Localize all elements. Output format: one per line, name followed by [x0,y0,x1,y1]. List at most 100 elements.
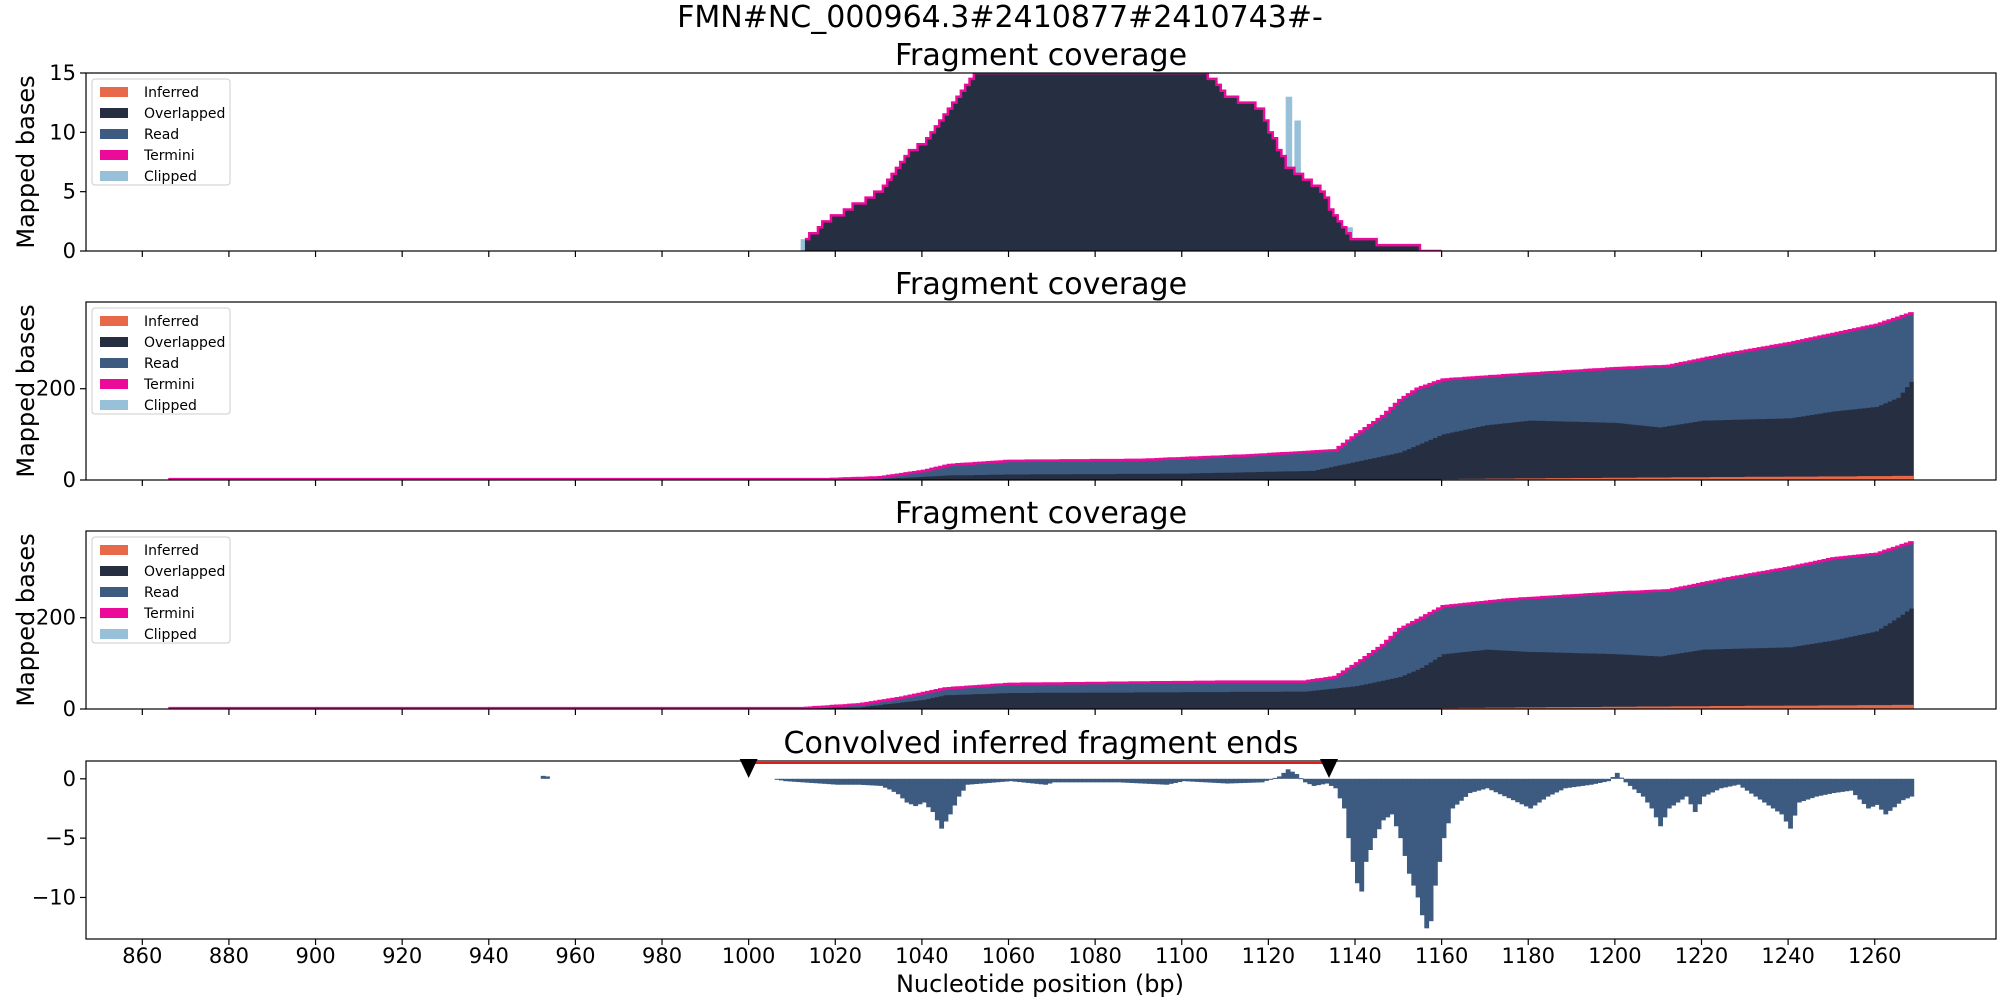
profile-bar [1783,778,1789,822]
legend-label: Overlapped [144,106,225,122]
profile-bar [1619,777,1625,779]
profile-bar [1155,778,1161,785]
profile-bar [1255,778,1261,783]
profile-bar [939,778,945,829]
profile-bar [887,778,893,790]
profile-bar [1779,778,1785,815]
chart-panel-3: Fragment coverage Inferred Overlapped Read T… [12,496,1997,721]
profile-bar [1606,778,1612,782]
profile-bar [1571,778,1577,788]
profile-bar [1112,778,1118,783]
profile-bar [947,778,953,815]
x-axis: 860 880 900 920 940 960 980 1000 1020 1040 1060 108… [122,944,1901,968]
plot-area [168,312,1914,480]
profile-bar [791,778,797,782]
profile-bar [852,778,858,785]
profile-bar [1558,778,1564,791]
profile-bar [1796,778,1802,803]
profile-bar [813,778,819,784]
profile-bar [1103,778,1109,783]
legend-swatch [100,545,128,555]
profile-bar [1827,778,1832,794]
legend-label: Inferred [144,543,199,559]
profile-bar [1766,778,1772,806]
profile-bar [800,778,806,783]
profile-bar [1307,778,1313,785]
profile-bar [1502,778,1508,797]
profile-bar [1458,778,1464,801]
x-tick-label: 1140 [1328,944,1381,968]
legend-label: Inferred [144,314,199,330]
x-tick-label: 1040 [895,944,948,968]
y-axis-label: Mapped bases [12,75,40,248]
profile-bar [1411,778,1417,886]
profile-bar [1645,778,1651,803]
profile-bar [1303,778,1308,783]
profile-bar [1723,778,1728,788]
x-tick-label: 1100 [1155,944,1208,968]
profile-bar [1329,778,1334,786]
profile-bar [978,778,984,784]
profile-bar [1805,778,1811,800]
profile-bar [1285,769,1291,779]
profile-bar [1017,778,1023,783]
profile-bar [1350,778,1356,862]
profile-bar [1034,778,1040,784]
profile-bar [1909,778,1915,797]
profile-bar [956,778,962,797]
profile-bar [1454,778,1460,805]
profile-bar [1311,778,1317,786]
legend-label: Clipped [144,398,197,414]
profile-bar [1432,778,1438,886]
profile-bar [1627,778,1633,786]
legend-swatch [100,171,128,181]
profile-bar [1770,778,1776,809]
legend-swatch [100,379,128,389]
y-axis-label: Mapped bases [12,304,40,477]
profile-bar [1043,778,1048,785]
series-overlapped [804,73,1442,251]
profile-bar [1532,778,1538,806]
profile-bar [1792,778,1798,816]
profile-bar [1536,778,1542,803]
profile-bar [1004,778,1010,782]
profile-bar [787,778,793,782]
profile-bar [1025,778,1031,783]
x-tick-label: 1220 [1675,944,1728,968]
profile-bar [960,778,966,791]
y-tick-label: 15 [49,61,76,85]
profile-bar [826,778,832,785]
legend-swatch [100,400,128,410]
plot-area [800,73,1442,251]
y-tick-label: 0 [63,697,76,721]
profile-bar [1809,778,1815,799]
profile-bar [1212,778,1217,783]
profile-bar [1658,778,1664,827]
profile-bar [1290,771,1295,779]
profile-bar [1814,778,1819,797]
profile-bar [1853,778,1858,796]
profile-bar [1584,778,1590,786]
profile-bar [1220,778,1226,784]
profile-bar [861,778,867,785]
profile-bar [1757,778,1763,800]
profile-bar [1125,778,1131,783]
figure-title: FMN#NC_000964.3#2410877#2410743#- [677,0,1323,35]
series-termini [804,73,1442,251]
profile-bar [1389,778,1395,815]
x-tick-label: 980 [642,944,682,968]
profile-bar [1199,778,1204,783]
legend-swatch [100,129,128,139]
profile-bar [1099,778,1105,783]
legend-label: Termini [143,377,195,393]
profile-bar [1194,778,1200,782]
profile-bar [1086,778,1092,783]
profile-bar [1840,778,1845,792]
profile-bar [1008,778,1014,782]
chart-panel-4: Convolved inferred fragment ends 0 −5 −10 [32,726,1997,945]
profile-bar [1151,778,1157,785]
profile-bar [921,778,927,803]
legend-swatch [100,316,128,326]
y-tick-label: 5 [63,180,76,204]
profile-bar [1788,778,1793,829]
